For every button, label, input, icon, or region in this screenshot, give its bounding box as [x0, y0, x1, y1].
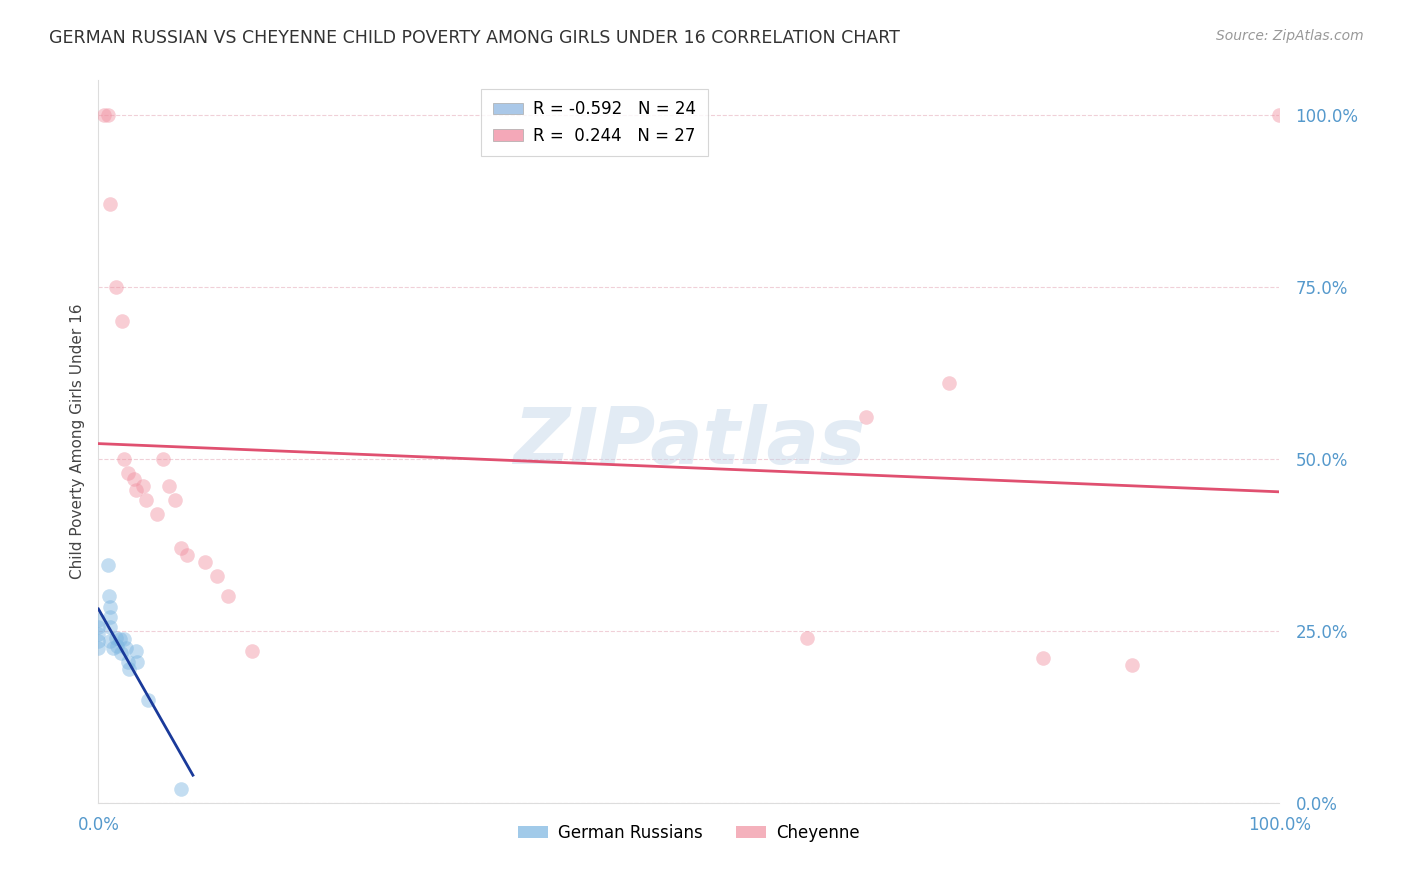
- Point: [105, 279, 128, 293]
- Point: [110, 646, 132, 660]
- Point: [112, 632, 135, 646]
- Point: [98, 610, 121, 624]
- Point: [938, 376, 960, 390]
- Point: [855, 410, 877, 425]
- Point: [122, 472, 145, 486]
- Legend: German Russians, Cheyenne: German Russians, Cheyenne: [512, 817, 866, 848]
- Point: [105, 639, 128, 653]
- Point: [98, 590, 121, 604]
- Text: ZIPatlas: ZIPatlas: [513, 403, 865, 480]
- Point: [93, 108, 115, 122]
- Y-axis label: Child Poverty Among Girls Under 16: Child Poverty Among Girls Under 16: [69, 304, 84, 579]
- Point: [176, 548, 198, 562]
- Point: [170, 541, 193, 556]
- Point: [217, 590, 239, 604]
- Point: [87, 634, 110, 648]
- Point: [152, 451, 174, 466]
- Point: [108, 632, 131, 646]
- Point: [165, 493, 187, 508]
- Point: [136, 692, 159, 706]
- Point: [1032, 651, 1054, 665]
- Point: [98, 634, 121, 648]
- Point: [98, 197, 121, 211]
- Point: [205, 568, 228, 582]
- Point: [240, 644, 263, 658]
- Point: [132, 479, 155, 493]
- Point: [157, 479, 180, 493]
- Point: [117, 466, 139, 480]
- Point: [117, 655, 139, 669]
- Point: [87, 620, 110, 634]
- Point: [97, 558, 120, 573]
- Point: [170, 782, 193, 797]
- Point: [194, 555, 217, 569]
- Text: GERMAN RUSSIAN VS CHEYENNE CHILD POVERTY AMONG GIRLS UNDER 16 CORRELATION CHART: GERMAN RUSSIAN VS CHEYENNE CHILD POVERTY…: [49, 29, 900, 46]
- Point: [87, 640, 110, 655]
- Point: [146, 507, 169, 521]
- Point: [125, 483, 148, 497]
- Point: [796, 631, 818, 645]
- Point: [1268, 108, 1291, 122]
- Point: [127, 655, 149, 669]
- Point: [97, 108, 120, 122]
- Point: [114, 640, 136, 655]
- Point: [125, 644, 148, 658]
- Point: [98, 599, 121, 614]
- Point: [105, 631, 128, 645]
- Point: [101, 640, 124, 655]
- Point: [1121, 658, 1143, 673]
- Point: [118, 662, 141, 676]
- Point: [98, 620, 121, 634]
- Point: [87, 614, 110, 628]
- Point: [111, 314, 134, 328]
- Text: Source: ZipAtlas.com: Source: ZipAtlas.com: [1216, 29, 1364, 43]
- Point: [112, 451, 135, 466]
- Point: [135, 493, 157, 508]
- Point: [87, 627, 110, 641]
